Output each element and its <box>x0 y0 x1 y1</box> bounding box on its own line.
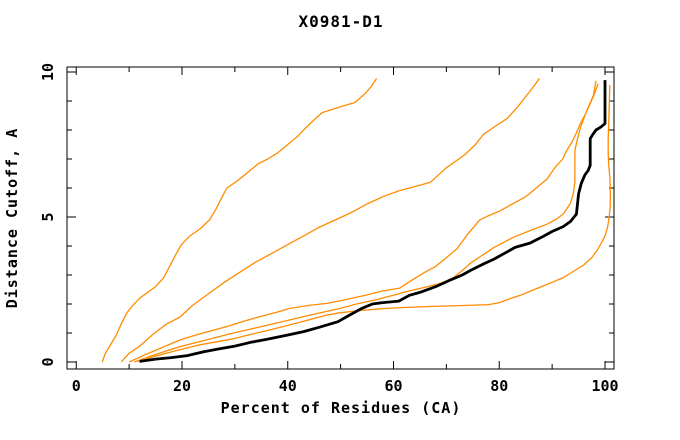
orange-curve-2 <box>120 78 540 363</box>
y-tick-label: 0 <box>39 357 57 366</box>
x-tick-label: 0 <box>72 377 81 395</box>
y-axis-title: Distance Cutoff, A <box>3 128 21 309</box>
x-tick-label: 40 <box>279 377 297 395</box>
x-tick-label: 100 <box>591 377 618 395</box>
black-main-curve <box>139 80 607 363</box>
orange-curve-3 <box>128 83 599 363</box>
axes-layer: 0 20 40 60 80 100 0 5 10 <box>39 63 619 395</box>
chart-title: X0981-D1 <box>298 12 383 31</box>
series-layer <box>101 78 611 363</box>
x-tick-label: 20 <box>173 377 191 395</box>
orange-curve-5 <box>138 84 611 363</box>
orange-curve-4 <box>134 80 597 363</box>
x-tick-label: 60 <box>384 377 402 395</box>
x-tick-label: 80 <box>490 377 508 395</box>
x-axis-title: Percent of Residues (CA) <box>221 399 462 417</box>
y-tick-label: 10 <box>39 63 57 81</box>
orange-curve-1 <box>101 78 378 363</box>
y-tick-label: 5 <box>39 212 57 221</box>
